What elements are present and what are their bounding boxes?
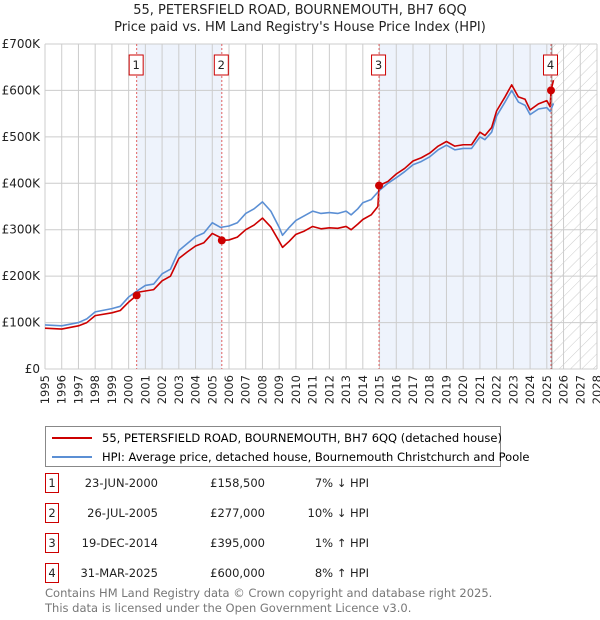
sale-date: 31-MAR-2025 [80,566,158,580]
legend: 55, PETERSFIELD ROAD, BOURNEMOUTH, BH7 6… [45,426,530,467]
sale-price: £395,000 [210,536,265,550]
table-row: 4 31-MAR-2025 £600,000 8% ↑ HPI [45,563,445,583]
footer-copyright: Contains HM Land Registry data © Crown c… [45,586,493,600]
sale-label-box [128,54,144,76]
ownership-band [379,44,551,369]
chart-title: 55, PETERSFIELD ROAD, BOURNEMOUTH, BH7 6… [133,3,467,18]
x-tick-label: 2007 [239,375,253,404]
sale-point [217,236,226,245]
sale-date: 19-DEC-2014 [81,536,158,550]
x-tick-label: 2000 [122,375,136,404]
sale-price: £158,500 [210,476,265,490]
x-tick-label: 1996 [55,375,69,404]
x-tick-label: 2021 [473,375,487,404]
x-tick-label: 2014 [356,375,370,404]
sale-label-box [543,54,558,76]
sale-label: 3 [375,58,382,72]
y-tick-label: £600K [2,83,42,97]
price-chart: 1 2 3 4 1995 1996 1997 1998 1999 2000 2001 2002 2003… [2,37,600,404]
x-tick-label: 2004 [189,375,203,404]
x-tick-label: 2027 [573,375,587,404]
sale-label-box [371,54,387,76]
sale-point [375,181,384,190]
x-tick-label: 2006 [222,375,236,404]
x-tick-label: 1995 [38,375,52,404]
x-tick-label: 2019 [439,375,453,404]
x-tick-label: 2012 [322,375,336,404]
y-tick-label: £700K [2,37,42,51]
sale-number-badge: 2 [45,503,59,523]
hpi-line [44,89,555,327]
y-tick-label: £200K [2,269,42,283]
x-tick-label: 2011 [306,375,320,404]
legend-label-hpi: HPI: Average price, detached house, Bour… [102,450,530,464]
sale-hpi-diff: 8% ↑ HPI [314,566,369,580]
x-tick-label: 2010 [289,375,303,404]
x-tick-label: 2017 [406,375,420,404]
x-tick-label: 2018 [423,375,437,404]
x-tick-label: 2005 [205,375,219,404]
sale-number-badge: 4 [45,563,59,583]
chart-subtitle: Price paid vs. HM Land Registry's House … [114,20,486,35]
x-tick-label: 2023 [506,375,520,404]
sale-label: 1 [133,58,140,72]
x-tick-label: 2001 [138,375,152,404]
sale-number-badge: 1 [45,473,59,493]
sale-hpi-diff: 7% ↓ HPI [314,476,369,490]
x-tick-label: 2009 [272,375,286,404]
x-tick-label: 2028 [590,375,600,404]
sale-label-box [213,54,229,76]
sale-price: £600,000 [210,566,265,580]
x-tick-label: 2002 [155,375,169,404]
sale-point [132,291,141,300]
sale-date: 26-JUL-2005 [87,506,158,520]
sale-number-badge: 3 [45,533,59,553]
x-tick-label: 2022 [490,375,504,404]
legend-swatch-hpi [52,456,92,458]
sale-date: 23-JUN-2000 [84,476,158,490]
x-tick-label: 2024 [523,375,537,404]
x-tick-label: 2013 [339,375,353,404]
sale-hpi-diff: 1% ↑ HPI [314,536,369,550]
x-tick-label: 2008 [255,375,269,404]
sale-label: 4 [547,58,554,72]
sale-point [547,86,555,95]
table-row: 3 19-DEC-2014 £395,000 1% ↑ HPI [45,533,445,553]
price-paid-line [44,80,555,330]
x-tick-label: 1998 [88,375,102,404]
y-tick-label: £100K [2,316,42,330]
x-tick-label: 2020 [456,375,470,404]
forecast-hatch [551,44,597,369]
y-tick-label: £400K [2,176,42,190]
sale-hpi-diff: 10% ↓ HPI [307,506,369,520]
y-tick-label: £300K [2,223,42,237]
footer-licence: This data is licensed under the Open Gov… [45,601,412,615]
x-tick-label: 1997 [71,375,85,404]
x-tick-label: 2026 [557,375,571,404]
x-tick-label: 2015 [373,375,387,404]
table-row: 1 23-JUN-2000 £158,500 7% ↓ HPI [45,473,445,493]
legend-label-price: 55, PETERSFIELD ROAD, BOURNEMOUTH, BH7 6… [102,431,502,445]
table-row: 2 26-JUL-2005 £277,000 10% ↓ HPI [45,503,445,523]
y-tick-label: £500K [2,130,42,144]
sale-label: 2 [218,58,225,72]
x-tick-label: 1999 [105,375,119,404]
x-tick-label: 2003 [172,375,186,404]
sale-price: £277,000 [210,506,265,520]
x-tick-label: 2016 [389,375,403,404]
x-tick-label: 2025 [540,375,554,404]
legend-item-price: 55, PETERSFIELD ROAD, BOURNEMOUTH, BH7 6… [52,430,502,446]
legend-swatch-price [52,437,92,439]
y-tick-label: £0 [25,362,40,376]
legend-item-hpi: HPI: Average price, detached house, Bour… [52,449,530,465]
